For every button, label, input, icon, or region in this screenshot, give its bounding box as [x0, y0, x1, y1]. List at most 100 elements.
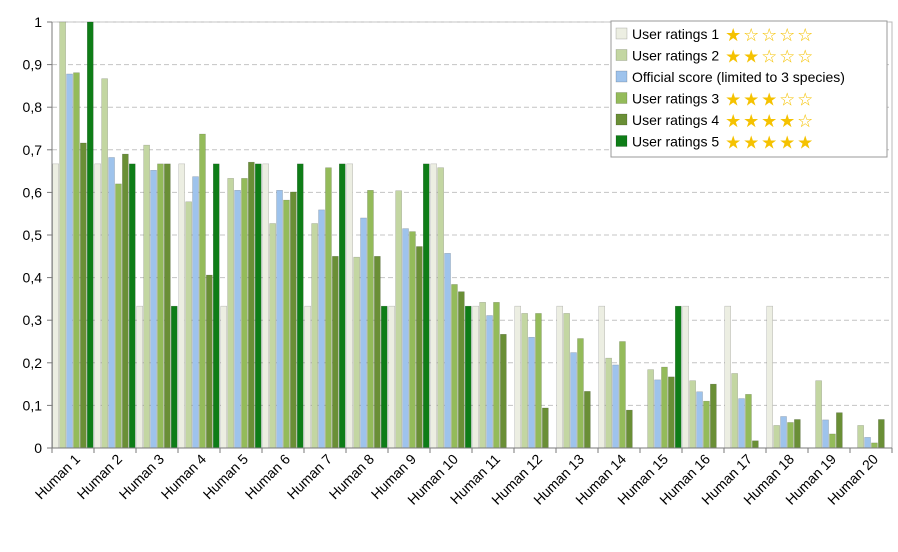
bar — [745, 394, 752, 449]
legend-label: User ratings 3 — [632, 91, 719, 107]
star-empty-icon: ☆ — [761, 25, 777, 46]
x-tick-label: Human 2 — [74, 451, 126, 503]
bar — [787, 422, 794, 449]
bar — [108, 157, 115, 449]
star-full-icon: ★ — [743, 47, 759, 68]
y-tick-label: 0 — [34, 440, 42, 456]
x-tick-label: Human 5 — [200, 451, 252, 503]
bar — [360, 217, 367, 449]
x-tick-label: Human 3 — [116, 451, 168, 503]
bar — [304, 305, 311, 449]
star-full-icon: ★ — [743, 90, 759, 111]
bar — [423, 163, 430, 449]
bar — [185, 201, 192, 449]
bar — [668, 376, 675, 449]
x-tick-label: Human 1 — [32, 451, 84, 503]
bar — [325, 167, 332, 449]
bar — [857, 425, 864, 449]
x-tick-label: Human 8 — [326, 451, 378, 503]
bar — [458, 291, 465, 449]
x-tick-label: Human 4 — [158, 451, 210, 503]
bar — [451, 284, 458, 449]
bar — [66, 73, 73, 449]
bar — [577, 338, 584, 449]
bar — [416, 246, 423, 449]
bar — [675, 305, 682, 449]
star-full-icon: ★ — [725, 47, 741, 68]
bar — [213, 163, 220, 449]
bar — [318, 209, 325, 449]
bar — [241, 178, 248, 449]
bar — [521, 313, 528, 449]
star-full-icon: ★ — [761, 111, 777, 132]
y-tick-label: 0,7 — [23, 142, 43, 158]
bar — [626, 409, 633, 449]
star-empty-icon: ☆ — [779, 90, 795, 111]
legend-label: Official score (limited to 3 species) — [632, 69, 845, 85]
star-full-icon: ★ — [743, 133, 759, 154]
legend-label: User ratings 2 — [632, 48, 719, 64]
bar — [815, 380, 822, 449]
bar — [402, 228, 409, 449]
bar — [794, 419, 801, 449]
bar — [227, 178, 234, 449]
bar — [598, 305, 605, 449]
bar — [381, 305, 388, 449]
bar — [220, 305, 227, 449]
legend-swatch — [615, 113, 628, 126]
bar — [353, 256, 360, 449]
bar — [710, 383, 717, 449]
bar — [472, 305, 479, 449]
bar — [388, 305, 395, 449]
star-full-icon: ★ — [797, 133, 813, 154]
bar — [528, 336, 535, 449]
bar — [409, 231, 416, 449]
bar — [605, 357, 612, 449]
star-empty-icon: ☆ — [797, 47, 813, 68]
bar — [689, 380, 696, 449]
bar — [262, 163, 269, 449]
bar — [346, 163, 353, 449]
bar — [276, 190, 283, 449]
bar — [724, 305, 731, 449]
star-full-icon: ★ — [725, 90, 741, 111]
star-empty-icon: ☆ — [743, 25, 759, 46]
bar — [493, 302, 500, 449]
bar — [157, 163, 164, 449]
bar — [136, 305, 143, 449]
bar — [780, 416, 787, 449]
bar — [395, 190, 402, 449]
bar — [836, 412, 843, 449]
y-tick-label: 0,8 — [23, 99, 43, 115]
bar — [332, 256, 339, 449]
bar — [297, 163, 304, 449]
bar — [234, 190, 241, 449]
bar — [822, 419, 829, 449]
y-tick-label: 0,1 — [23, 397, 43, 413]
bar — [612, 364, 619, 449]
bar — [556, 305, 563, 449]
legend-swatch — [615, 92, 628, 104]
bar — [570, 352, 577, 449]
star-full-icon: ★ — [743, 111, 759, 132]
legend-swatch — [615, 49, 628, 61]
bar — [878, 419, 885, 449]
star-empty-icon: ☆ — [797, 25, 813, 46]
bar — [367, 190, 374, 449]
star-empty-icon: ☆ — [797, 90, 813, 111]
bar — [766, 305, 773, 449]
bar — [535, 313, 542, 449]
bar — [206, 274, 213, 449]
legend-swatch — [615, 135, 628, 147]
y-tick-label: 1 — [34, 14, 42, 30]
legend-label: User ratings 1 — [632, 26, 719, 42]
legend-label: User ratings 5 — [632, 134, 719, 150]
bar — [752, 440, 759, 449]
bar — [654, 379, 661, 449]
bar — [101, 78, 108, 449]
bar — [311, 223, 318, 449]
star-empty-icon: ☆ — [779, 47, 795, 68]
y-tick-label: 0,4 — [23, 270, 43, 286]
